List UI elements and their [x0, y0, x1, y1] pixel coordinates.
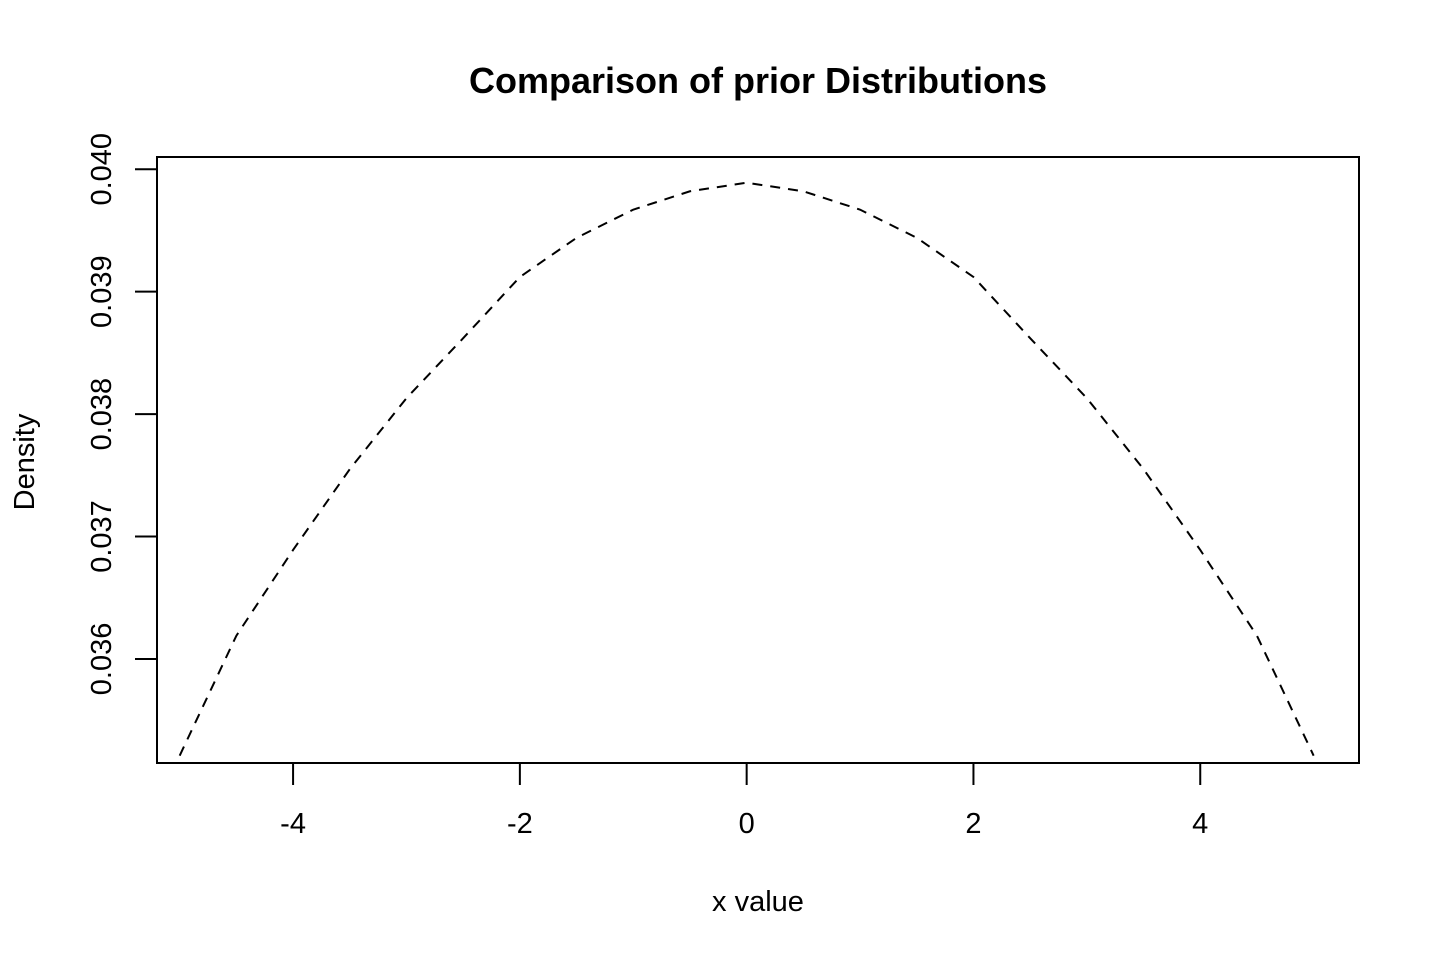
y-tick-label: 0.040: [86, 133, 118, 206]
y-axis: 0.036 0.037 0.038 0.039 0.040: [86, 133, 158, 696]
y-axis-label: Density: [9, 413, 41, 510]
chart-title: Comparison of prior Distributions: [469, 60, 1047, 101]
x-tick-label: -4: [280, 808, 306, 840]
y-tick-label: 0.037: [86, 500, 118, 573]
x-tick-label: 4: [1192, 808, 1208, 840]
x-axis-label: x value: [712, 886, 804, 918]
y-tick-label: 0.039: [86, 255, 118, 328]
x-tick-label: -2: [507, 808, 533, 840]
density-curve: [178, 181, 1315, 757]
y-tick-label: 0.036: [86, 623, 118, 696]
x-tick-label: 2: [965, 808, 981, 840]
x-tick-label: 0: [739, 808, 755, 840]
x-axis: -4 -2 0 2 4: [280, 762, 1208, 840]
y-tick-label: 0.038: [86, 378, 118, 451]
